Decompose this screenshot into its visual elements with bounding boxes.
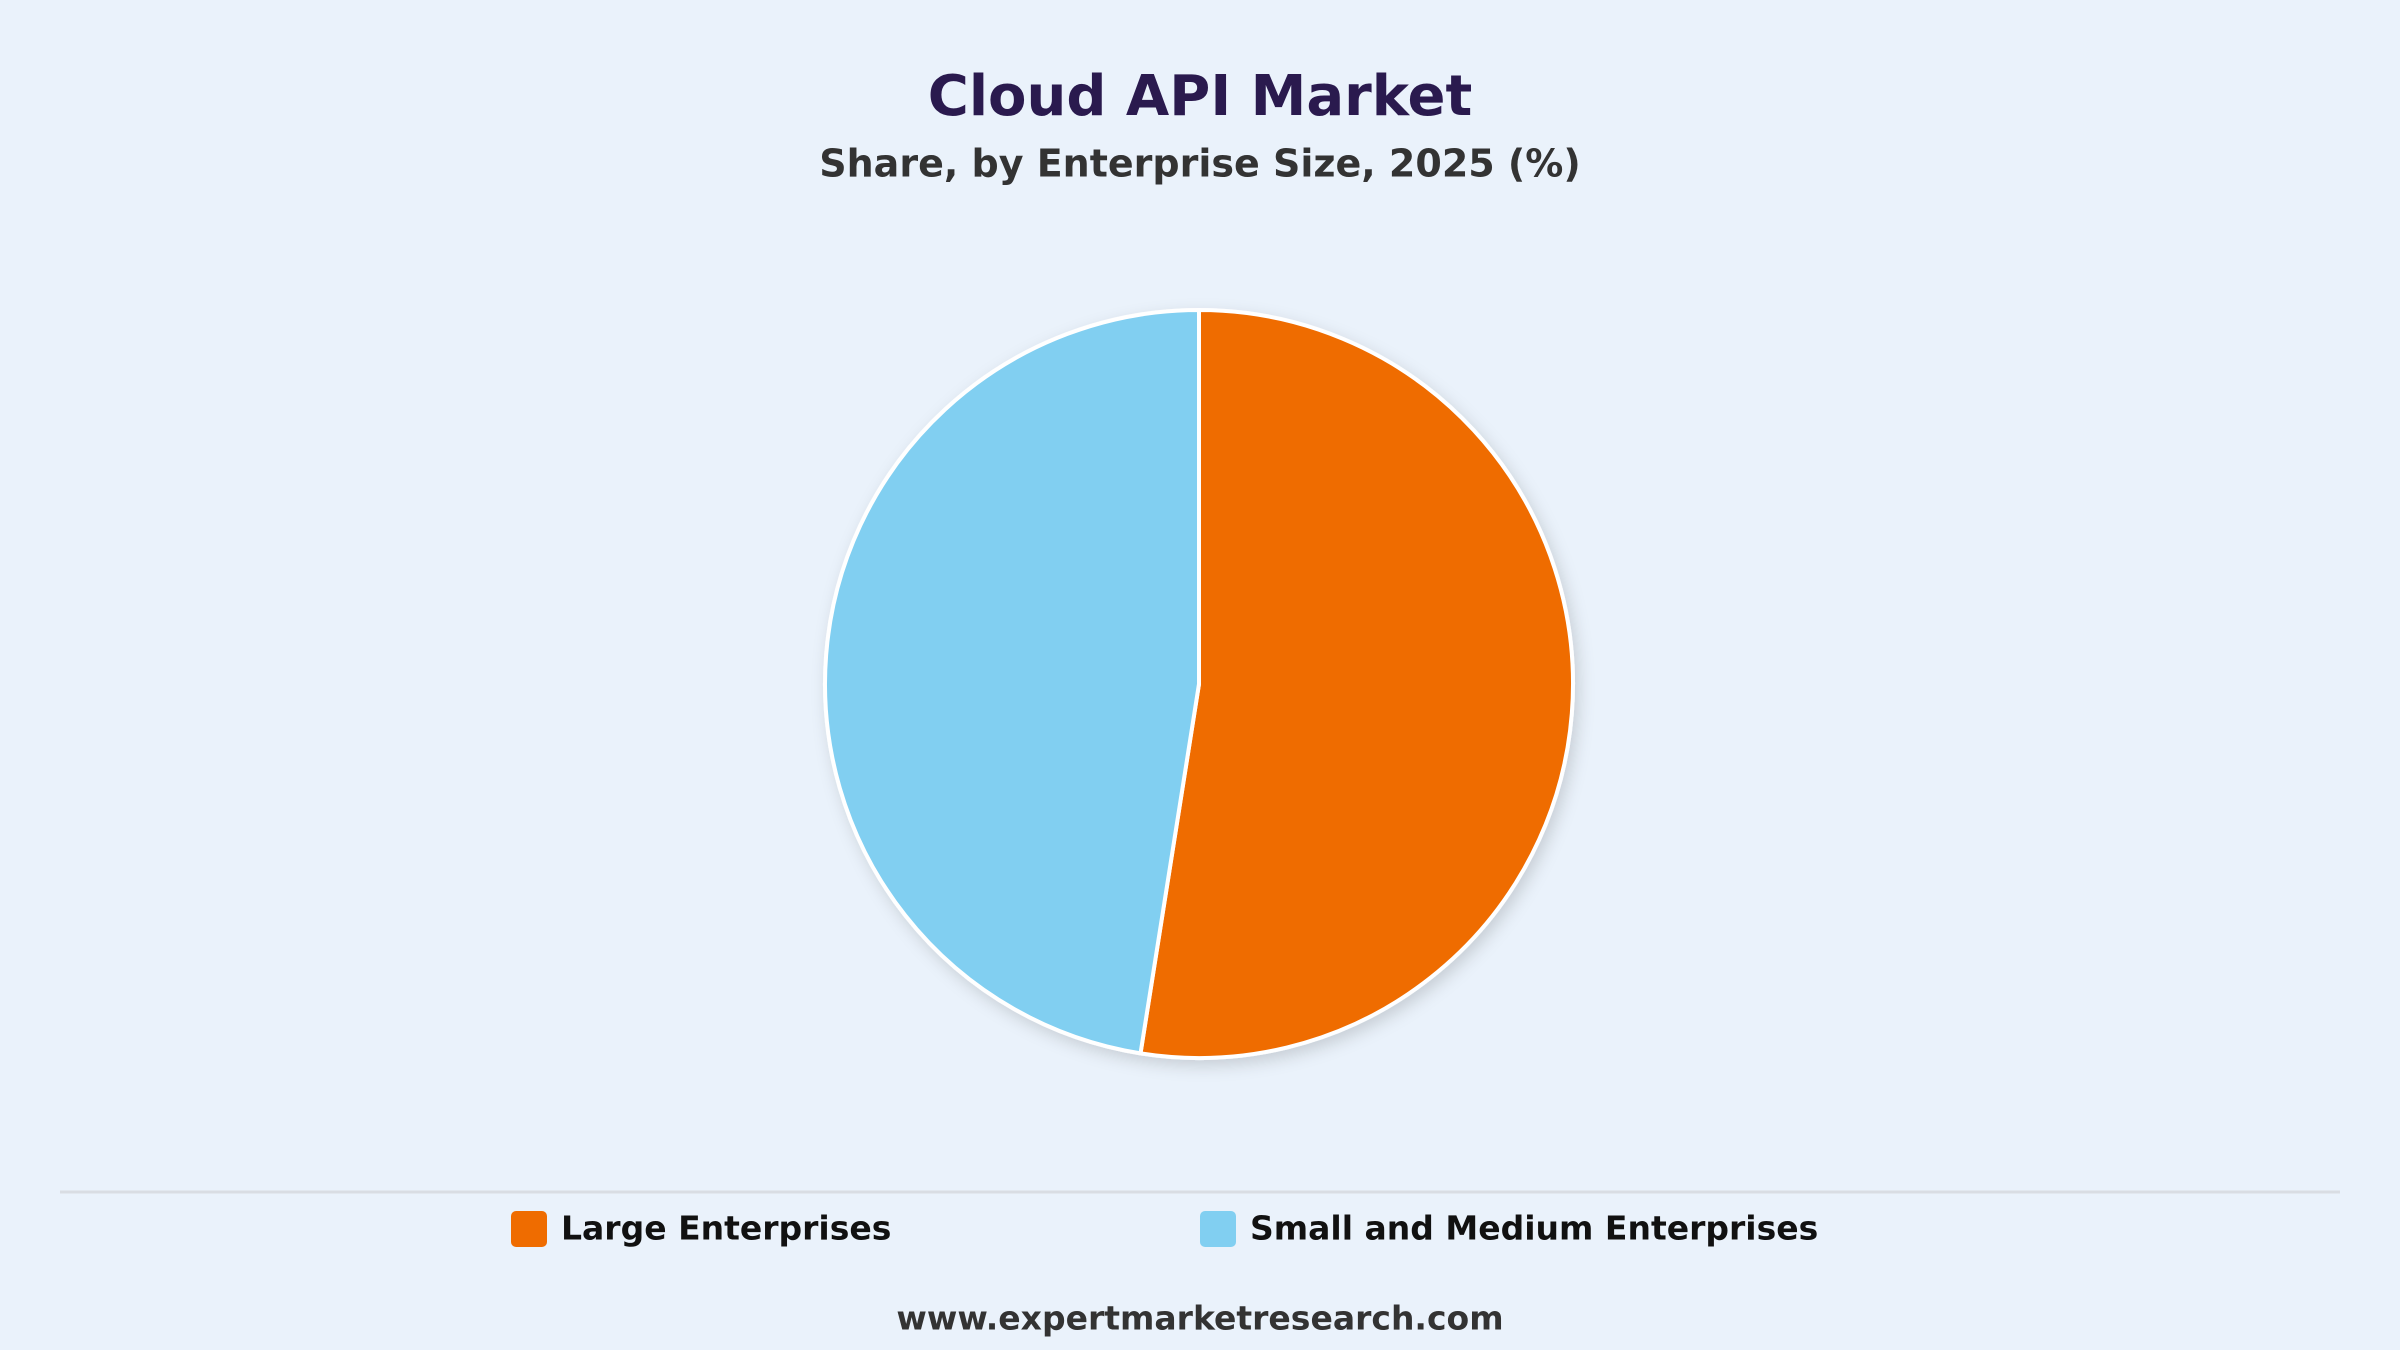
- pie-slice: [822, 308, 1201, 1056]
- legend-label: Small and Medium Enterprises: [1250, 1209, 1818, 1248]
- chart-title: Cloud API Market: [928, 64, 1473, 129]
- pie-slice: [1138, 308, 1575, 1060]
- legend-label: Large Enterprises: [561, 1209, 891, 1248]
- chart-subtitle: Share, by Enterprise Size, 2025 (%): [819, 142, 1580, 186]
- legend-swatch: [1200, 1211, 1236, 1247]
- legend-swatch: [511, 1211, 547, 1247]
- legend: Large Enterprises Small and Medium Enterp…: [511, 1209, 1818, 1248]
- pie: [822, 308, 1575, 1060]
- footer: www.expertmarketresearch.com: [896, 1299, 1503, 1338]
